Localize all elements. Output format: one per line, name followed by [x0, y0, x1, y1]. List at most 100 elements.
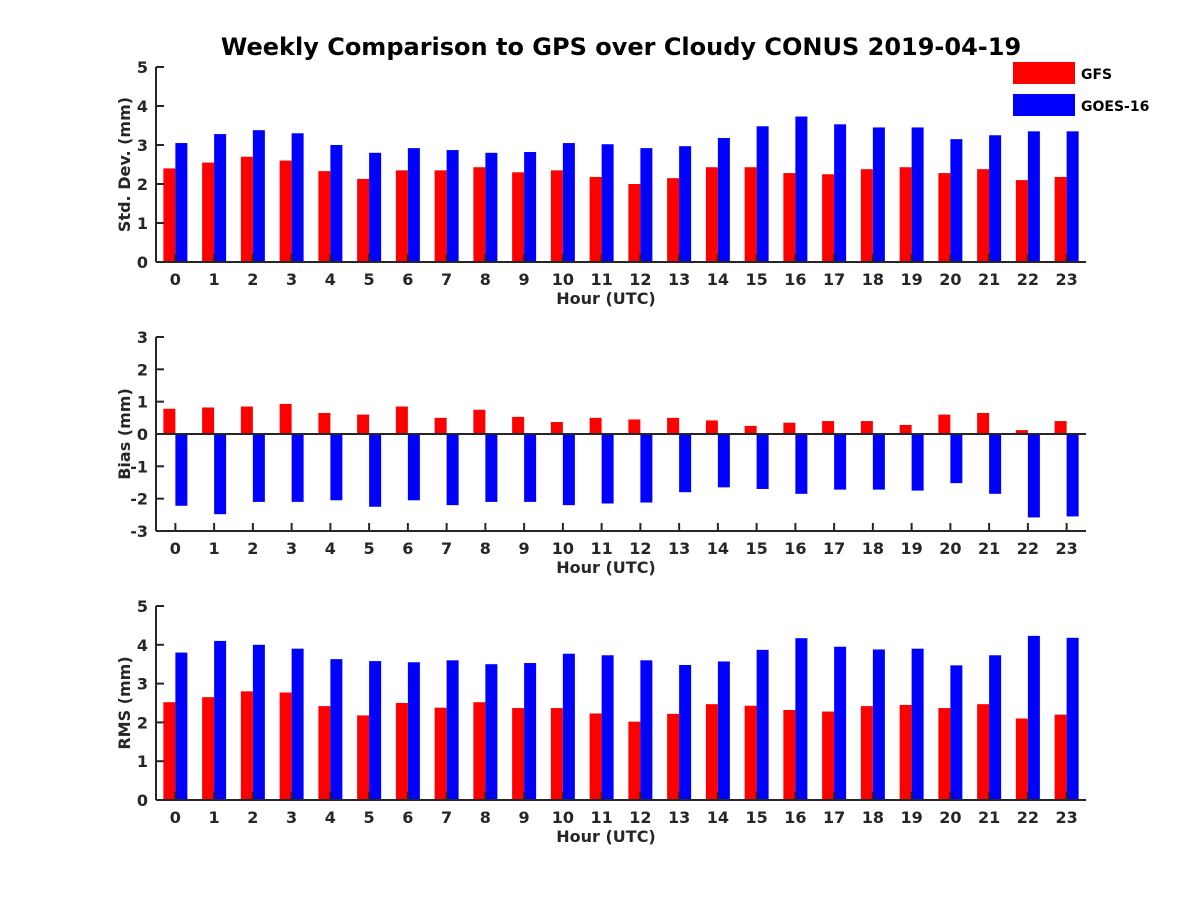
bias-ytick-label: -2: [130, 490, 148, 509]
rms-bar-goes16-17: [834, 646, 847, 800]
rms-xtick-label: 17: [823, 808, 845, 827]
std-dev-xtick-label: 10: [552, 270, 574, 289]
std-dev-bar-goes16-3: [291, 133, 304, 262]
std-dev-bar-goes16-19: [911, 127, 924, 262]
bias-xlabel: Hour (UTC): [556, 558, 656, 577]
std-dev-bar-gfs-17: [822, 174, 835, 262]
rms-bar-goes16-5: [369, 661, 382, 800]
rms-bar-gfs-10: [550, 708, 563, 800]
std-dev-bar-goes16-6: [407, 148, 420, 262]
rms-bar-gfs-5: [357, 715, 370, 800]
std-dev-xtick-label: 22: [1017, 270, 1039, 289]
rms-xtick-label: 23: [1055, 808, 1077, 827]
rms-xtick-label: 14: [707, 808, 729, 827]
rms-bar-gfs-18: [860, 706, 873, 800]
rms-xtick-label: 22: [1017, 808, 1039, 827]
rms-xtick-label: 0: [170, 808, 181, 827]
rms-bar-goes16-20: [950, 665, 963, 800]
std-dev-bar-goes16-5: [369, 152, 382, 262]
rms-bar-goes16-19: [911, 648, 924, 800]
rms-bar-goes16-12: [640, 660, 653, 800]
bias-xtick-label: 18: [862, 539, 884, 558]
bias-bar-goes16-13: [679, 434, 692, 493]
bias-bar-gfs-17: [822, 421, 835, 434]
std-dev-bar-gfs-3: [279, 160, 292, 262]
bias-xtick-label: 23: [1055, 539, 1077, 558]
std-dev-xtick-label: 9: [519, 270, 530, 289]
rms-xtick-label: 5: [364, 808, 375, 827]
std-dev-bar-goes16-13: [679, 146, 692, 262]
std-dev-bar-gfs-10: [550, 170, 563, 262]
rms-xtick-label: 6: [402, 808, 413, 827]
std-dev-ytick-label: 3: [137, 136, 148, 155]
rms-xlabel: Hour (UTC): [556, 827, 656, 846]
std-dev-bar-goes16-8: [485, 152, 498, 262]
std-dev-xtick-label: 16: [784, 270, 806, 289]
rms-xtick-label: 8: [480, 808, 491, 827]
rms-xtick-label: 4: [325, 808, 336, 827]
rms-bar-gfs-20: [938, 708, 951, 800]
bias-bar-gfs-4: [318, 412, 331, 434]
rms-bar-gfs-23: [1054, 714, 1067, 800]
rms-bar-gfs-0: [163, 702, 176, 800]
legend: GFS GOES-16: [1013, 62, 1149, 116]
bias-bar-goes16-3: [291, 434, 304, 502]
bias-ytick-label: -3: [130, 522, 148, 541]
rms-ytick-label: 5: [137, 597, 148, 616]
std-dev-bar-goes16-17: [834, 124, 847, 262]
rms-ytick-label: 4: [137, 636, 148, 655]
rms-xtick-label: 3: [286, 808, 297, 827]
bias-bar-gfs-14: [705, 420, 718, 434]
std-dev-bar-gfs-9: [512, 172, 525, 262]
std-dev-bar-gfs-12: [628, 184, 641, 262]
std-dev-bar-goes16-12: [640, 148, 653, 262]
bias-xtick-label: 10: [552, 539, 574, 558]
rms-bar-goes16-22: [1027, 635, 1040, 800]
bias-xtick-label: 3: [286, 539, 297, 558]
bias-xtick-label: 12: [629, 539, 651, 558]
bias-bar-goes16-12: [640, 434, 653, 503]
bias-xtick-label: 1: [209, 539, 220, 558]
rms-bar-goes16-1: [214, 640, 227, 800]
bias-bar-gfs-8: [473, 409, 486, 434]
rms-bar-gfs-3: [279, 692, 292, 800]
rms-xtick-label: 11: [590, 808, 612, 827]
bias-bar-gfs-11: [589, 417, 602, 434]
legend-swatch-goes16: [1013, 94, 1075, 116]
std-dev-xtick-label: 1: [209, 270, 220, 289]
rms-bar-goes16-15: [756, 649, 769, 800]
std-dev-bar-gfs-16: [783, 173, 796, 262]
std-dev-bar-goes16-7: [446, 150, 459, 262]
std-dev-xtick-label: 13: [668, 270, 690, 289]
bias-bar-gfs-0: [163, 408, 176, 434]
std-dev-ytick-label: 5: [137, 58, 148, 77]
bias-xtick-label: 17: [823, 539, 845, 558]
bias-bar-gfs-12: [628, 419, 641, 434]
bias-xtick-label: 19: [900, 539, 922, 558]
rms-ytick-label: 0: [137, 791, 148, 810]
bias-bar-goes16-23: [1066, 434, 1079, 517]
std-dev-bar-goes16-15: [756, 126, 769, 262]
bias-bar-gfs-13: [667, 417, 680, 434]
std-dev-ytick-label: 2: [137, 175, 148, 194]
std-dev-xtick-label: 8: [480, 270, 491, 289]
std-dev-bar-gfs-14: [705, 167, 718, 262]
std-dev-xtick-label: 0: [170, 270, 181, 289]
bias-bar-goes16-6: [407, 434, 420, 501]
bias-bar-gfs-10: [550, 422, 563, 434]
bias-bar-goes16-16: [795, 434, 808, 494]
bias-xtick-label: 21: [978, 539, 1000, 558]
std-dev-ytick-label: 0: [137, 253, 148, 272]
rms-bar-gfs-4: [318, 706, 331, 800]
bias-bar-goes16-19: [911, 434, 924, 491]
rms-bar-gfs-17: [822, 711, 835, 800]
bias-bar-gfs-7: [434, 417, 447, 434]
std-dev-xtick-label: 18: [862, 270, 884, 289]
rms-bar-goes16-9: [524, 663, 537, 800]
std-dev-bar-gfs-18: [860, 169, 873, 262]
std-dev-xtick-label: 7: [441, 270, 452, 289]
std-dev-xtick-label: 17: [823, 270, 845, 289]
std-dev-bar-goes16-16: [795, 116, 808, 262]
rms-bar-goes16-21: [989, 655, 1002, 800]
